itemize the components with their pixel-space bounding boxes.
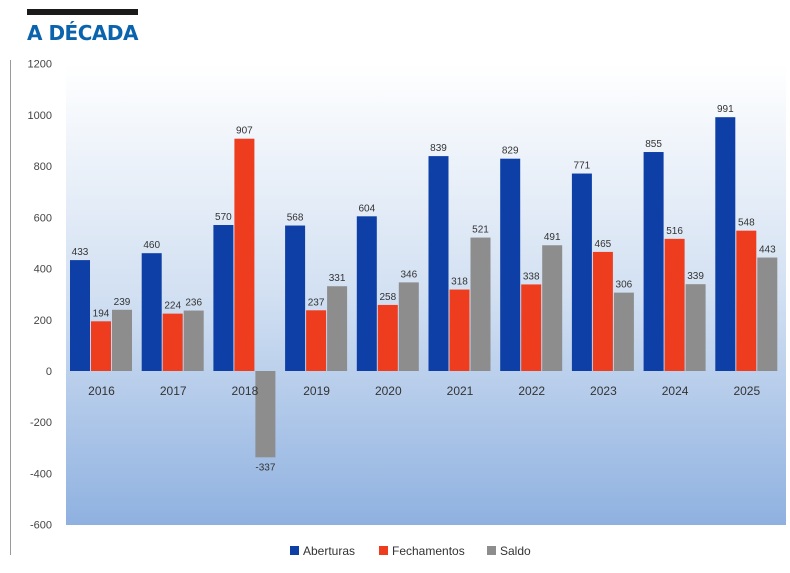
bar-saldo-2018 [255,371,276,458]
y-tick-label: 800 [34,161,52,173]
bar-fechamentos-2024 [664,238,685,371]
data-label-saldo-2024: 339 [687,271,704,282]
data-label-fechamentos-2023: 465 [595,239,612,250]
category-label: 2021 [447,384,474,398]
bar-fechamentos-2023 [592,251,613,371]
category-label: 2025 [733,384,760,398]
data-label-fechamentos-2017: 224 [164,301,181,312]
data-label-aberturas-2020: 604 [358,203,375,214]
data-label-aberturas-2025: 991 [717,104,734,115]
category-label: 2017 [160,384,187,398]
bar-aberturas-2021 [428,156,449,371]
bar-aberturas-2016 [70,260,90,371]
data-label-aberturas-2019: 568 [287,213,304,224]
left-border-rule [10,60,11,555]
bar-aberturas-2019 [285,225,306,371]
category-label: 2020 [375,384,402,398]
bar-aberturas-2024 [643,152,664,371]
data-label-saldo-2022: 491 [544,232,561,243]
bar-saldo-2024 [685,284,706,371]
data-label-fechamentos-2025: 548 [738,218,755,229]
data-label-saldo-2019: 331 [329,273,346,284]
category-label: 2022 [518,384,545,398]
data-label-fechamentos-2021: 318 [451,277,468,288]
data-label-fechamentos-2019: 237 [308,297,325,308]
title-rule [27,9,138,15]
bar-fechamentos-2022 [521,284,542,371]
data-label-fechamentos-2016: 194 [93,308,110,319]
data-label-saldo-2016: 239 [114,297,131,308]
data-label-aberturas-2022: 829 [502,146,519,157]
bar-fechamentos-2017 [162,313,183,371]
data-label-aberturas-2024: 855 [645,139,662,150]
data-label-saldo-2023: 306 [616,280,633,291]
bar-saldo-2025 [757,257,778,371]
bar-fechamentos-2016 [91,321,111,371]
bar-aberturas-2020 [356,216,377,371]
data-label-saldo-2018: -337 [255,462,275,473]
category-label: 2018 [232,384,259,398]
bar-aberturas-2025 [715,117,736,372]
bar-fechamentos-2025 [736,230,757,371]
bar-fechamentos-2021 [449,289,470,371]
y-tick-label: 1000 [28,110,52,122]
bar-saldo-2022 [542,245,563,371]
category-label: 2016 [88,384,115,398]
data-label-fechamentos-2024: 516 [666,226,683,237]
y-tick-label: 0 [46,366,52,378]
data-label-fechamentos-2018: 907 [236,126,253,137]
data-label-saldo-2025: 443 [759,245,776,256]
data-label-fechamentos-2022: 338 [523,271,540,282]
bar-fechamentos-2018 [234,138,255,371]
legend-label-aberturas: Aberturas [303,544,355,558]
bar-fechamentos-2020 [377,304,398,371]
data-label-saldo-2021: 521 [472,225,489,236]
legend-label-saldo: Saldo [500,544,531,558]
category-label: 2019 [303,384,330,398]
bar-saldo-2019 [327,286,348,371]
data-label-aberturas-2016: 433 [72,247,89,258]
y-tick-label: 400 [34,264,52,276]
data-label-saldo-2017: 236 [185,298,202,309]
y-tick-label: -200 [30,417,52,429]
data-label-fechamentos-2020: 258 [379,292,396,303]
y-tick-label: 200 [34,315,52,327]
category-label: 2024 [662,384,689,398]
bar-aberturas-2023 [571,173,592,371]
bar-saldo-2023 [613,292,634,371]
y-tick-label: 600 [34,212,52,224]
legend-label-fechamentos: Fechamentos [392,544,465,558]
bar-saldo-2020 [398,282,419,371]
legend-swatch-fechamentos [379,546,388,555]
page-title: A DÉCADA [27,21,138,45]
y-tick-label: -600 [30,520,52,532]
data-label-aberturas-2021: 839 [430,143,447,154]
legend-swatch-saldo [487,546,496,555]
bar-aberturas-2022 [500,158,521,371]
data-label-aberturas-2023: 771 [574,161,591,172]
category-label: 2023 [590,384,617,398]
data-label-aberturas-2018: 570 [215,212,232,223]
bar-fechamentos-2019 [306,310,327,371]
bar-saldo-2017 [183,310,204,371]
bar-aberturas-2017 [141,253,162,371]
bar-saldo-2016 [112,309,132,371]
bar-aberturas-2018 [213,225,234,371]
bar-saldo-2021 [470,237,491,371]
legend-swatch-aberturas [290,546,299,555]
data-label-saldo-2020: 346 [400,269,417,280]
data-label-aberturas-2017: 460 [143,240,160,251]
y-tick-label: -400 [30,468,52,480]
y-tick-label: 1200 [28,59,52,71]
